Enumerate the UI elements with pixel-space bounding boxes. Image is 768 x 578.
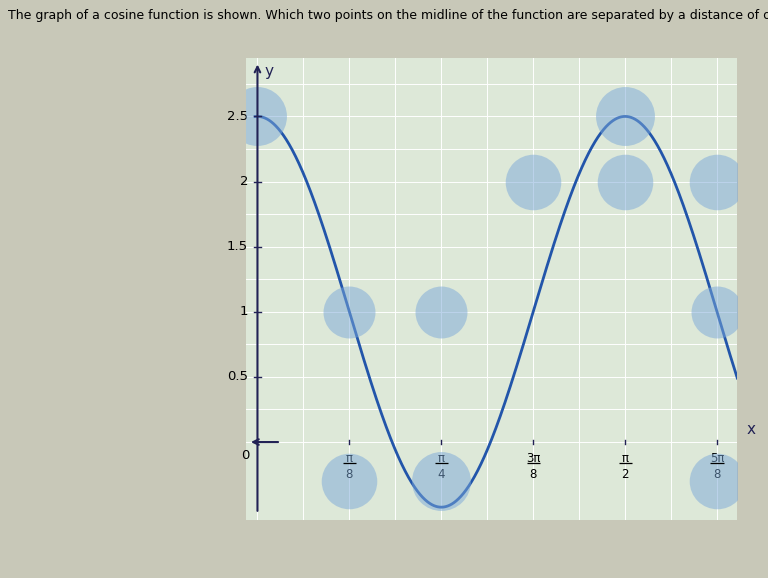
Text: x: x (746, 422, 756, 437)
Point (711, 307, 723, 316)
Text: 3π: 3π (526, 453, 541, 465)
Text: 8: 8 (713, 468, 720, 481)
Text: 8: 8 (346, 468, 353, 481)
Text: 5π: 5π (710, 453, 724, 465)
Point (251, 112, 263, 121)
Point (711, 476, 723, 486)
Text: π: π (346, 453, 353, 465)
Point (343, 307, 356, 316)
Text: The graph of a cosine function is shown. Which two points on the midline of the : The graph of a cosine function is shown.… (8, 9, 768, 21)
Text: 0.5: 0.5 (227, 370, 248, 383)
Text: 2: 2 (240, 175, 248, 188)
Text: 1.5: 1.5 (227, 240, 248, 253)
Text: π: π (438, 453, 445, 465)
Text: 1: 1 (240, 305, 248, 318)
Point (343, 476, 356, 486)
Text: 2.5: 2.5 (227, 110, 248, 123)
Point (527, 177, 539, 186)
Point (619, 112, 631, 121)
Point (435, 307, 448, 316)
Text: 8: 8 (529, 468, 537, 481)
Point (435, 476, 448, 486)
Point (711, 177, 723, 186)
Text: y: y (264, 64, 273, 79)
Text: 4: 4 (438, 468, 445, 481)
Point (619, 177, 631, 186)
Text: 0: 0 (241, 449, 250, 462)
Text: π: π (621, 453, 629, 465)
Text: 2: 2 (621, 468, 629, 481)
